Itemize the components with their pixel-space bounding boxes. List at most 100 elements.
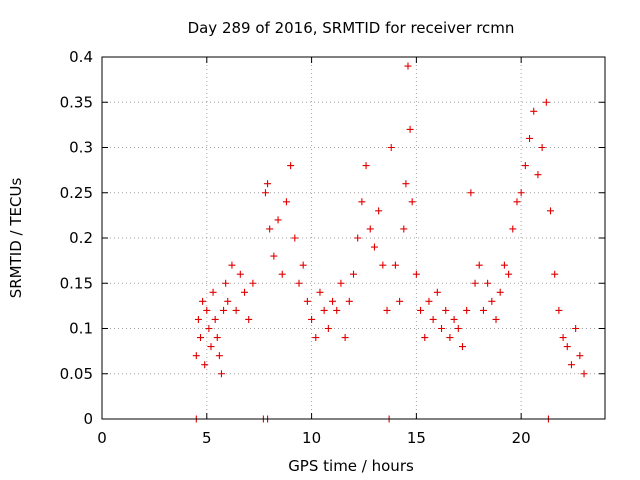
- data-point: [404, 62, 412, 70]
- data-point: [442, 306, 450, 314]
- data-point: [232, 306, 240, 314]
- data-point: [316, 288, 324, 296]
- y-tick-label: 0.15: [60, 274, 93, 292]
- data-point: [203, 306, 211, 314]
- data-point: [555, 306, 563, 314]
- data-point: [406, 125, 414, 133]
- data-point: [201, 361, 209, 369]
- data-point: [287, 162, 295, 170]
- data-point: [345, 297, 353, 305]
- data-point: [492, 315, 500, 323]
- data-point: [400, 225, 408, 233]
- data-point: [563, 343, 571, 351]
- y-tick-label: 0.2: [69, 229, 93, 247]
- data-point: [341, 334, 349, 342]
- data-point: [207, 343, 215, 351]
- data-point: [222, 279, 230, 287]
- data-point: [505, 270, 513, 278]
- data-point: [299, 261, 307, 269]
- data-point: [484, 279, 492, 287]
- data-point: [224, 297, 232, 305]
- data-point: [217, 370, 225, 378]
- data-point: [324, 325, 332, 332]
- y-tick-label: 0.4: [69, 48, 93, 66]
- data-point: [249, 279, 257, 287]
- data-point: [408, 198, 416, 206]
- x-tick-label: 5: [202, 429, 212, 447]
- data-point: [567, 361, 575, 369]
- data-point: [312, 334, 320, 342]
- data-point: [205, 325, 213, 332]
- x-tick-label: 0: [97, 429, 107, 447]
- data-point: [454, 325, 462, 332]
- data-point: [551, 270, 559, 278]
- data-point: [354, 234, 362, 242]
- data-point: [266, 225, 274, 233]
- data-point: [379, 261, 387, 269]
- data-point: [274, 216, 282, 224]
- data-point: [500, 261, 508, 269]
- data-point: [213, 334, 221, 342]
- y-tick-label: 0.05: [60, 365, 93, 383]
- data-point: [458, 343, 466, 351]
- data-point: [475, 261, 483, 269]
- data-point: [383, 306, 391, 314]
- y-tick-label: 0.3: [69, 139, 93, 157]
- data-point: [391, 261, 399, 269]
- data-point: [337, 279, 345, 287]
- x-tick-label: 10: [302, 429, 321, 447]
- grid-lines: [102, 57, 605, 419]
- data-point: [194, 315, 202, 323]
- y-tick-label: 0.1: [69, 320, 93, 338]
- data-point: [303, 297, 311, 305]
- data-point: [534, 171, 542, 179]
- data-point: [329, 297, 337, 305]
- data-point: [362, 162, 370, 170]
- data-point: [509, 225, 517, 233]
- axis-ticks: 0 0.05 0.1 0.15 0.2 0.25 0.3 0.35 0.4 0 5 10 15 20: [60, 48, 605, 447]
- data-point: [375, 207, 383, 215]
- data-point: [291, 234, 299, 242]
- x-tick-label: 15: [407, 429, 426, 447]
- data-point: [308, 315, 316, 323]
- data-point: [350, 270, 357, 278]
- data-point: [295, 279, 303, 287]
- data-point: [496, 288, 504, 296]
- data-point: [215, 352, 223, 360]
- data-point: [264, 180, 272, 188]
- y-axis-label: SRMTID / TECUs: [7, 178, 25, 299]
- data-point: [387, 144, 395, 151]
- x-tick-label: 20: [512, 429, 531, 447]
- data-point: [261, 189, 269, 197]
- data-point: [199, 297, 207, 305]
- chart-title: Day 289 of 2016, SRMTID for receiver rcm…: [188, 19, 515, 37]
- data-point: [270, 252, 278, 260]
- data-point: [513, 198, 521, 206]
- data-point: [220, 306, 228, 314]
- data-point: [192, 352, 200, 360]
- data-point: [479, 306, 487, 314]
- data-point: [211, 315, 219, 323]
- data-point: [358, 198, 366, 206]
- data-point: [370, 243, 378, 251]
- data-point: [526, 134, 534, 142]
- data-point: [576, 352, 584, 360]
- data-point: [396, 297, 404, 305]
- data-point: [197, 334, 205, 342]
- data-point: [542, 98, 550, 106]
- data-point: [572, 325, 580, 332]
- data-point: [471, 279, 479, 287]
- data-point: [517, 189, 525, 197]
- data-point: [402, 180, 410, 188]
- data-point: [425, 297, 433, 305]
- data-point: [282, 198, 290, 206]
- plot-border: [101, 56, 606, 420]
- data-point: [463, 306, 471, 314]
- data-point: [450, 315, 458, 323]
- data-point: [366, 225, 374, 233]
- data-point: [547, 207, 555, 215]
- data-point: [538, 144, 546, 151]
- data-marks: [192, 62, 588, 423]
- data-point: [417, 306, 425, 314]
